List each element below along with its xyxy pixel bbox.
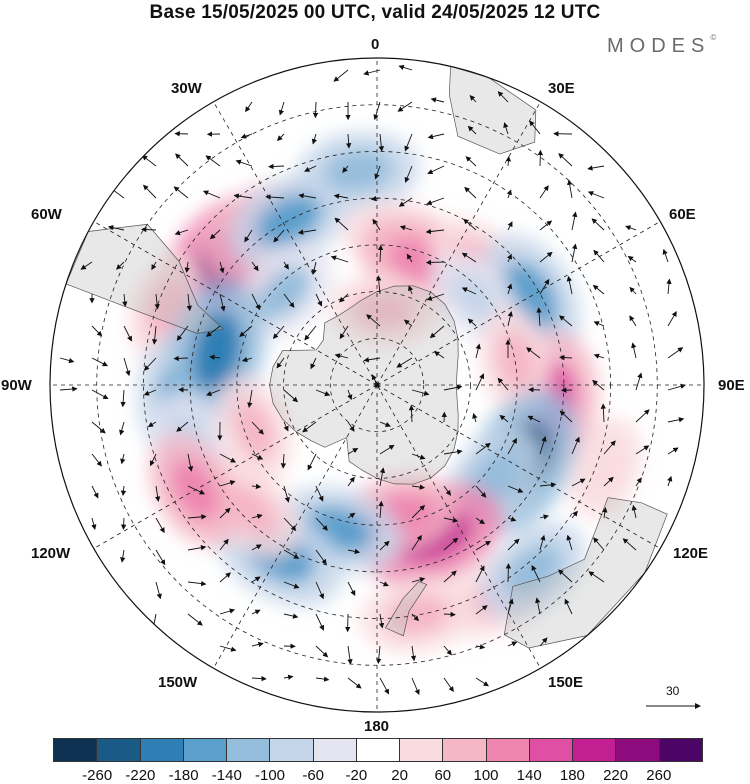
colorbar-cell <box>141 739 184 761</box>
colorbar-tick-label: 60 <box>434 767 451 784</box>
colorbar-cell <box>227 739 270 761</box>
colorbar-ticks: -260 -220 -180 -140 -100 -60 -20 20 60 100 140 180 2… <box>54 767 702 783</box>
south-pole-marker <box>375 383 380 388</box>
reference-vector-label: 30 <box>666 684 679 698</box>
label-lon-30e: 30E <box>548 80 575 97</box>
label-lon-60w: 60W <box>31 206 62 223</box>
colorbar-tick-label: -20 <box>346 767 368 784</box>
wind-arrow <box>508 564 509 582</box>
wind-arrow <box>174 358 188 359</box>
label-lon-0: 0 <box>371 36 379 53</box>
wind-arrow <box>123 518 124 529</box>
label-lon-60e: 60E <box>669 206 696 223</box>
colorbar-tick-label: 20 <box>391 767 408 784</box>
label-lon-120w: 120W <box>31 545 70 562</box>
colorbar <box>54 739 702 761</box>
label-lon-30w: 30W <box>171 80 202 97</box>
colorbar-cell <box>660 739 702 761</box>
label-lon-150w: 150W <box>158 674 197 691</box>
colorbar-tick-label: 140 <box>517 767 542 784</box>
colorbar-cell <box>54 739 97 761</box>
colorbar-tick-label: 260 <box>646 767 671 784</box>
colorbar-tick-label: -60 <box>302 767 324 784</box>
label-lon-120e: 120E <box>673 545 708 562</box>
colorbar-tick-label: 180 <box>560 767 585 784</box>
colorbar-tick-label: -140 <box>212 767 242 784</box>
wind-arrow <box>179 390 188 391</box>
colorbar-tick-label: -100 <box>255 767 285 784</box>
colorbar-tick-label: -180 <box>169 767 199 784</box>
wind-arrow <box>315 102 316 117</box>
colorbar-cell <box>357 739 400 761</box>
label-lon-180: 180 <box>364 718 389 735</box>
colorbar-cell <box>616 739 659 761</box>
label-lon-90w: 90W <box>1 377 32 394</box>
colorbar-tick-label: -260 <box>82 767 112 784</box>
colorbar-tick-label: -220 <box>125 767 155 784</box>
label-lon-150e: 150E <box>548 674 583 691</box>
colorbar-cell <box>530 739 573 761</box>
colorbar-cell <box>314 739 357 761</box>
brand-logo: MODES© <box>607 35 716 58</box>
label-lon-90e: 90E <box>718 377 745 394</box>
colorbar-cell <box>270 739 313 761</box>
colorbar-cell <box>573 739 616 761</box>
colorbar-tick-label: 220 <box>603 767 628 784</box>
wind-arrow <box>529 390 540 391</box>
colorbar-tick-label: 100 <box>473 767 498 784</box>
colorbar-cell <box>400 739 443 761</box>
wind-arrow <box>427 262 444 263</box>
colorbar-cell <box>487 739 530 761</box>
colorbar-cell <box>443 739 486 761</box>
map-title: Base 15/05/2025 00 UTC, valid 24/05/2025… <box>0 2 750 24</box>
colorbar-cell <box>184 739 227 761</box>
wind-arrow <box>540 151 541 166</box>
colorbar-cell <box>97 739 140 761</box>
